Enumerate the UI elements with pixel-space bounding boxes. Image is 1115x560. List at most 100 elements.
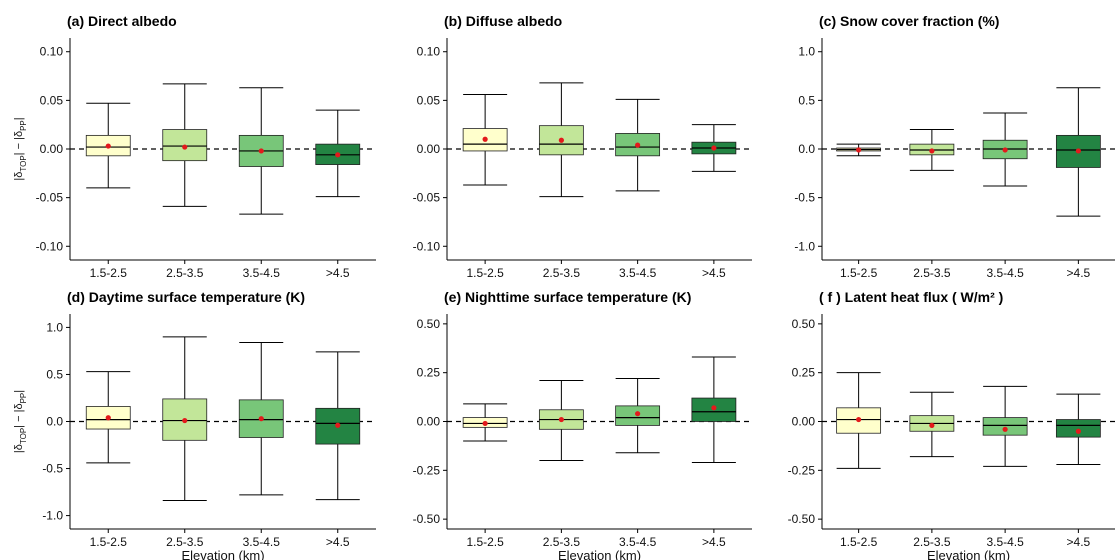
y-tick-label: 0.25 bbox=[792, 366, 816, 380]
y-axis-title: |δTOP| − |δPP| bbox=[13, 117, 28, 180]
mean-point bbox=[711, 145, 717, 151]
box-3 bbox=[1055, 393, 1101, 465]
y-axis-title-part: | bbox=[13, 390, 25, 393]
y-tick-label: -0.5 bbox=[42, 462, 63, 476]
box-2 bbox=[982, 112, 1028, 187]
mean-point bbox=[929, 422, 935, 429]
mean-point bbox=[258, 148, 264, 154]
mean-point bbox=[482, 420, 488, 427]
iqr-box bbox=[982, 417, 1028, 436]
y-tick-label: 0.0 bbox=[798, 142, 815, 156]
panel-c: (c) Snow cover fraction (%) -1.0 -0.5 0.0 0.… bbox=[794, 13, 1115, 280]
mean-point bbox=[182, 144, 188, 150]
x-tick-label: >4.5 bbox=[702, 266, 726, 280]
mean-point bbox=[105, 415, 111, 421]
panel-title: (d) Daytime surface temperature (K) bbox=[67, 289, 305, 305]
y-tick-label: 0.00 bbox=[417, 415, 441, 429]
y-tick-label: 1.0 bbox=[798, 45, 815, 59]
y-axis-title-part: | − | bbox=[13, 410, 25, 428]
y-tick-label: 0.25 bbox=[417, 366, 441, 380]
iqr-box bbox=[162, 398, 208, 441]
box-0 bbox=[462, 403, 508, 442]
mean-point bbox=[711, 405, 717, 411]
y-axis-title-part: TOP bbox=[19, 155, 28, 171]
mean-point bbox=[335, 422, 341, 428]
x-tick-label: 2.5-3.5 bbox=[913, 266, 951, 280]
x-tick-label: 1.5-2.5 bbox=[840, 266, 878, 280]
y-axis-title-part: | bbox=[13, 178, 25, 181]
y-tick-label: 0.50 bbox=[792, 317, 816, 331]
mean-point bbox=[1002, 426, 1008, 432]
panel-a: (a) Direct albedo -0.10 -0.05 0.00 0.05 0.10 1… bbox=[13, 13, 376, 280]
y-axis-title-part: | − | bbox=[13, 137, 25, 155]
x-tick-label: >4.5 bbox=[1067, 535, 1091, 549]
box-2 bbox=[615, 378, 661, 454]
y-tick-label: -0.50 bbox=[788, 512, 816, 526]
box-1 bbox=[162, 336, 208, 502]
y-tick-label: -0.25 bbox=[413, 463, 441, 477]
box-3 bbox=[691, 356, 737, 464]
x-tick-label: 2.5-3.5 bbox=[543, 535, 581, 549]
box-0 bbox=[85, 371, 131, 464]
x-tick-label: >4.5 bbox=[326, 266, 350, 280]
panel-title: (a) Direct albedo bbox=[67, 13, 177, 29]
y-tick-label: -0.10 bbox=[413, 239, 441, 253]
y-tick-label: -0.05 bbox=[413, 191, 441, 205]
mean-point bbox=[105, 143, 111, 149]
x-tick-label: >4.5 bbox=[702, 535, 726, 549]
panel-f: ( f ) Latent heat flux ( W/m² ) -0.50 -0.2… bbox=[788, 289, 1115, 560]
box-2 bbox=[238, 341, 284, 496]
x-tick-label: 1.5-2.5 bbox=[466, 266, 504, 280]
mean-point bbox=[635, 411, 641, 417]
x-tick-label: 1.5-2.5 bbox=[466, 535, 504, 549]
y-tick-label: 0.50 bbox=[417, 317, 441, 331]
y-axis-title-part: δ bbox=[13, 172, 25, 178]
y-tick-label: 0.5 bbox=[46, 367, 63, 381]
box-3 bbox=[315, 351, 361, 501]
box-0 bbox=[85, 102, 131, 189]
y-tick-label: -0.25 bbox=[788, 463, 816, 477]
panel-e: (e) Nighttime surface temperature (K) -0.… bbox=[413, 289, 752, 560]
iqr-box bbox=[1055, 419, 1101, 438]
box-0 bbox=[836, 143, 882, 157]
y-tick-label: 0.5 bbox=[798, 93, 815, 107]
x-axis-title: Elevation (km) bbox=[927, 548, 1010, 560]
iqr-box bbox=[162, 129, 208, 162]
y-tick-label: 0.00 bbox=[417, 142, 441, 156]
y-axis-title: |δTOP| − |δPP| bbox=[13, 390, 28, 453]
y-axis-title-part: PP bbox=[19, 120, 28, 131]
y-tick-label: 1.0 bbox=[46, 320, 63, 334]
x-tick-label: 2.5-3.5 bbox=[166, 266, 204, 280]
box-3 bbox=[315, 109, 361, 198]
box-1 bbox=[538, 379, 584, 462]
x-axis-title: Elevation (km) bbox=[181, 548, 264, 560]
mean-point bbox=[929, 148, 935, 154]
mean-point bbox=[335, 152, 341, 158]
x-tick-label: 2.5-3.5 bbox=[166, 535, 204, 549]
x-tick-label: 3.5-4.5 bbox=[619, 266, 657, 280]
box-2 bbox=[615, 98, 661, 192]
y-tick-label: 0.10 bbox=[40, 45, 64, 59]
y-axis-title-part: δ bbox=[13, 131, 25, 137]
mean-point bbox=[258, 416, 264, 422]
box-2 bbox=[982, 385, 1028, 467]
box-1 bbox=[909, 129, 955, 171]
box-1 bbox=[162, 83, 208, 207]
y-tick-label: 0.05 bbox=[417, 93, 441, 107]
panel-d: (d) Daytime surface temperature (K) -1.0 -… bbox=[13, 289, 376, 560]
box-0 bbox=[836, 372, 882, 469]
x-axis-title: Elevation (km) bbox=[558, 548, 641, 560]
panel-title: (c) Snow cover fraction (%) bbox=[819, 13, 999, 29]
x-tick-label: 2.5-3.5 bbox=[913, 535, 951, 549]
mean-point bbox=[182, 417, 188, 424]
x-tick-label: 1.5-2.5 bbox=[90, 266, 128, 280]
y-axis-title-part: PP bbox=[19, 393, 28, 404]
y-axis-title-part: δ bbox=[13, 403, 25, 409]
box-0 bbox=[462, 94, 508, 186]
y-axis-title-part: δ bbox=[13, 444, 25, 450]
x-tick-label: >4.5 bbox=[1067, 266, 1091, 280]
y-tick-label: 0.00 bbox=[792, 415, 816, 429]
y-tick-label: 0.10 bbox=[417, 45, 441, 59]
x-tick-label: 1.5-2.5 bbox=[840, 535, 878, 549]
mean-point bbox=[1075, 428, 1081, 434]
